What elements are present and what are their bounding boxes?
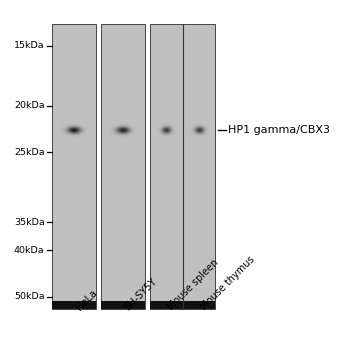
Text: 15kDa: 15kDa: [14, 41, 45, 50]
Bar: [101, 301, 145, 309]
Text: 25kDa: 25kDa: [14, 148, 45, 157]
Bar: [52, 301, 96, 309]
Text: HeLa: HeLa: [74, 287, 99, 312]
Text: HP1 gamma/CBX3: HP1 gamma/CBX3: [228, 125, 330, 135]
Bar: [52, 24, 96, 309]
Text: 50kDa: 50kDa: [14, 292, 45, 301]
Text: SH-SY5Y: SH-SY5Y: [123, 276, 159, 312]
Text: 20kDa: 20kDa: [14, 101, 45, 110]
Bar: [150, 301, 215, 309]
Text: 35kDa: 35kDa: [14, 218, 45, 227]
Bar: [101, 24, 145, 309]
Text: Mouse thymus: Mouse thymus: [199, 254, 257, 312]
Bar: [150, 24, 215, 309]
Text: Mouse spleen: Mouse spleen: [166, 258, 221, 312]
Text: 40kDa: 40kDa: [14, 246, 45, 254]
